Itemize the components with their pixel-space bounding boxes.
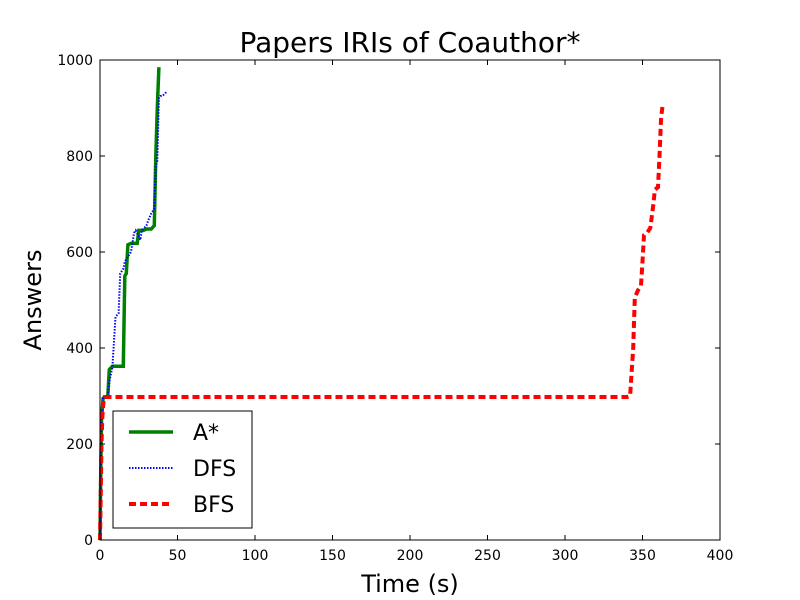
y-tick-label: 600 bbox=[66, 245, 93, 261]
chart-title: Papers IRIs of Coauthor* bbox=[239, 26, 580, 59]
legend-label: BFS bbox=[193, 493, 234, 518]
y-tick-label: 200 bbox=[66, 437, 93, 453]
series-layer bbox=[98, 67, 665, 541]
y-tick-label: 400 bbox=[66, 341, 93, 357]
x-tick-label: 200 bbox=[397, 548, 424, 564]
x-tick-label: 0 bbox=[96, 548, 105, 564]
x-tick-label: 350 bbox=[629, 548, 656, 564]
x-axis-label: Time (s) bbox=[360, 570, 459, 598]
series-line-a bbox=[98, 67, 161, 541]
legend-label: DFS bbox=[193, 457, 236, 482]
x-tick-label: 150 bbox=[319, 548, 346, 564]
y-tick-label: 0 bbox=[84, 533, 93, 549]
y-tick-label: 800 bbox=[66, 149, 93, 165]
x-tick-label: 50 bbox=[169, 548, 187, 564]
x-tick-label: 400 bbox=[707, 548, 734, 564]
x-tick-label: 300 bbox=[552, 548, 579, 564]
ticks-layer: 0 50 100 150 200 250 300 350 400 0 200 400 600 800 100… bbox=[57, 53, 733, 564]
legend: A* DFS BFS bbox=[112, 410, 253, 529]
series-line-bfs bbox=[98, 105, 665, 541]
legend-label: A* bbox=[193, 421, 219, 446]
y-axis-label: Answers bbox=[19, 250, 47, 351]
x-tick-label: 100 bbox=[242, 548, 269, 564]
y-tick-label: 1000 bbox=[57, 53, 93, 69]
x-tick-label: 250 bbox=[474, 548, 501, 564]
